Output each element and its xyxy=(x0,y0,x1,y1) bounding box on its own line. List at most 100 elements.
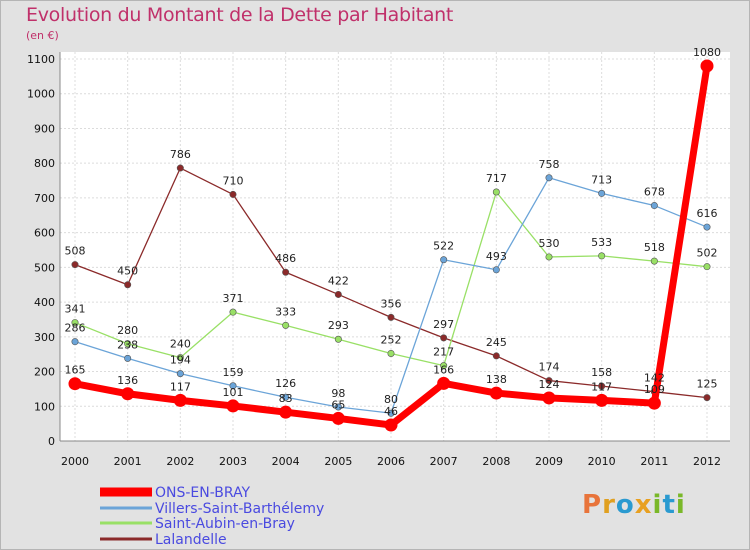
data-label: 518 xyxy=(644,241,665,254)
data-label: 125 xyxy=(697,378,718,391)
data-label: 240 xyxy=(170,338,191,351)
x-tick-label: 2005 xyxy=(324,455,352,468)
data-point xyxy=(121,387,135,401)
data-point xyxy=(703,394,711,402)
data-label: 286 xyxy=(65,322,86,335)
x-tick-label: 2001 xyxy=(114,455,142,468)
x-tick-label: 2010 xyxy=(588,455,616,468)
y-tick-label: 900 xyxy=(34,122,55,135)
data-point xyxy=(71,338,79,346)
data-point xyxy=(387,409,395,417)
legend: ONS-EN-BRAYVillers-Saint-BarthélemySaint… xyxy=(100,485,324,548)
x-tick-label: 2004 xyxy=(272,455,300,468)
data-point xyxy=(703,263,711,271)
data-point xyxy=(68,377,82,391)
data-point xyxy=(279,405,293,419)
data-label: 717 xyxy=(486,172,507,185)
data-point xyxy=(545,253,553,261)
data-point xyxy=(492,266,500,274)
data-point xyxy=(700,59,714,73)
data-label: 508 xyxy=(65,245,86,258)
data-label: 713 xyxy=(591,173,612,186)
data-label: 297 xyxy=(433,318,454,331)
data-point xyxy=(282,268,290,276)
x-tick-label: 2007 xyxy=(430,455,458,468)
y-tick-label: 0 xyxy=(48,435,55,448)
x-tick-label: 2012 xyxy=(693,455,721,468)
data-point xyxy=(334,403,342,411)
data-point xyxy=(437,376,451,390)
data-label: 65 xyxy=(331,398,345,411)
data-point xyxy=(703,223,711,231)
data-point xyxy=(545,377,553,385)
data-label: 422 xyxy=(328,274,349,287)
data-label: 46 xyxy=(384,405,398,418)
data-label: 166 xyxy=(433,363,454,376)
data-point xyxy=(489,386,503,400)
data-label: 293 xyxy=(328,319,349,332)
data-point xyxy=(384,418,398,432)
logo-letter: r xyxy=(602,490,616,520)
x-tick-label: 2008 xyxy=(482,455,510,468)
data-point xyxy=(598,189,606,197)
data-label: 117 xyxy=(591,380,612,393)
data-label: 138 xyxy=(486,373,507,386)
legend-label: Lalandelle xyxy=(155,532,227,548)
x-tick-label: 2000 xyxy=(61,455,89,468)
data-point xyxy=(229,190,237,198)
y-tick-label: 600 xyxy=(34,227,55,240)
series-group xyxy=(68,59,714,432)
data-label: 786 xyxy=(170,148,191,161)
y-tick-label: 700 xyxy=(34,192,55,205)
y-tick-label: 300 xyxy=(34,331,55,344)
data-point xyxy=(71,261,79,269)
data-label: 710 xyxy=(223,174,244,187)
data-label: 341 xyxy=(65,303,86,316)
data-label: 158 xyxy=(591,366,612,379)
data-label: 217 xyxy=(433,346,454,359)
data-point xyxy=(387,313,395,321)
data-point xyxy=(598,382,606,390)
data-point xyxy=(71,319,79,327)
data-label: 80 xyxy=(384,393,398,406)
y-axis-ticks: 0 100 200 300 400 500 600 700 800 900 1000 1100 xyxy=(27,53,55,448)
x-axis-ticks: 2000 2001 2002 2003 2004 2005 2006 2007 2008 2009… xyxy=(61,455,721,468)
logo-letter: o xyxy=(615,490,635,520)
data-label: 136 xyxy=(117,374,138,387)
data-label: 83 xyxy=(279,392,293,405)
legend-label: Saint-Aubin-en-Bray xyxy=(155,516,295,532)
data-label: 252 xyxy=(381,333,402,346)
x-tick-label: 2003 xyxy=(219,455,247,468)
logo-letter: x xyxy=(634,490,653,520)
data-label: 101 xyxy=(223,386,244,399)
data-point xyxy=(647,396,661,410)
legend-label: Villers-Saint-Barthélemy xyxy=(155,501,324,517)
data-label: 124 xyxy=(539,378,560,391)
data-point xyxy=(229,308,237,316)
data-point xyxy=(545,174,553,182)
data-label: 98 xyxy=(331,387,345,400)
data-label: 238 xyxy=(117,338,138,351)
data-point xyxy=(598,252,606,260)
data-point xyxy=(124,281,132,289)
y-tick-label: 400 xyxy=(34,296,55,309)
data-point xyxy=(650,257,658,265)
data-label: 142 xyxy=(644,372,665,385)
data-point xyxy=(282,321,290,329)
grid-lines xyxy=(59,52,730,442)
data-label: 174 xyxy=(539,361,560,374)
data-point xyxy=(387,349,395,357)
x-tick-label: 2006 xyxy=(377,455,405,468)
plot-area xyxy=(60,52,730,441)
data-point xyxy=(331,411,345,425)
logo-letter: t xyxy=(662,490,676,520)
data-label: 502 xyxy=(697,247,718,260)
data-label: 616 xyxy=(697,207,718,220)
data-point xyxy=(595,393,609,407)
data-label: 493 xyxy=(486,250,507,263)
data-label: 333 xyxy=(275,305,296,318)
data-point xyxy=(334,335,342,343)
data-point xyxy=(492,188,500,196)
logo-letter: P xyxy=(582,490,603,520)
